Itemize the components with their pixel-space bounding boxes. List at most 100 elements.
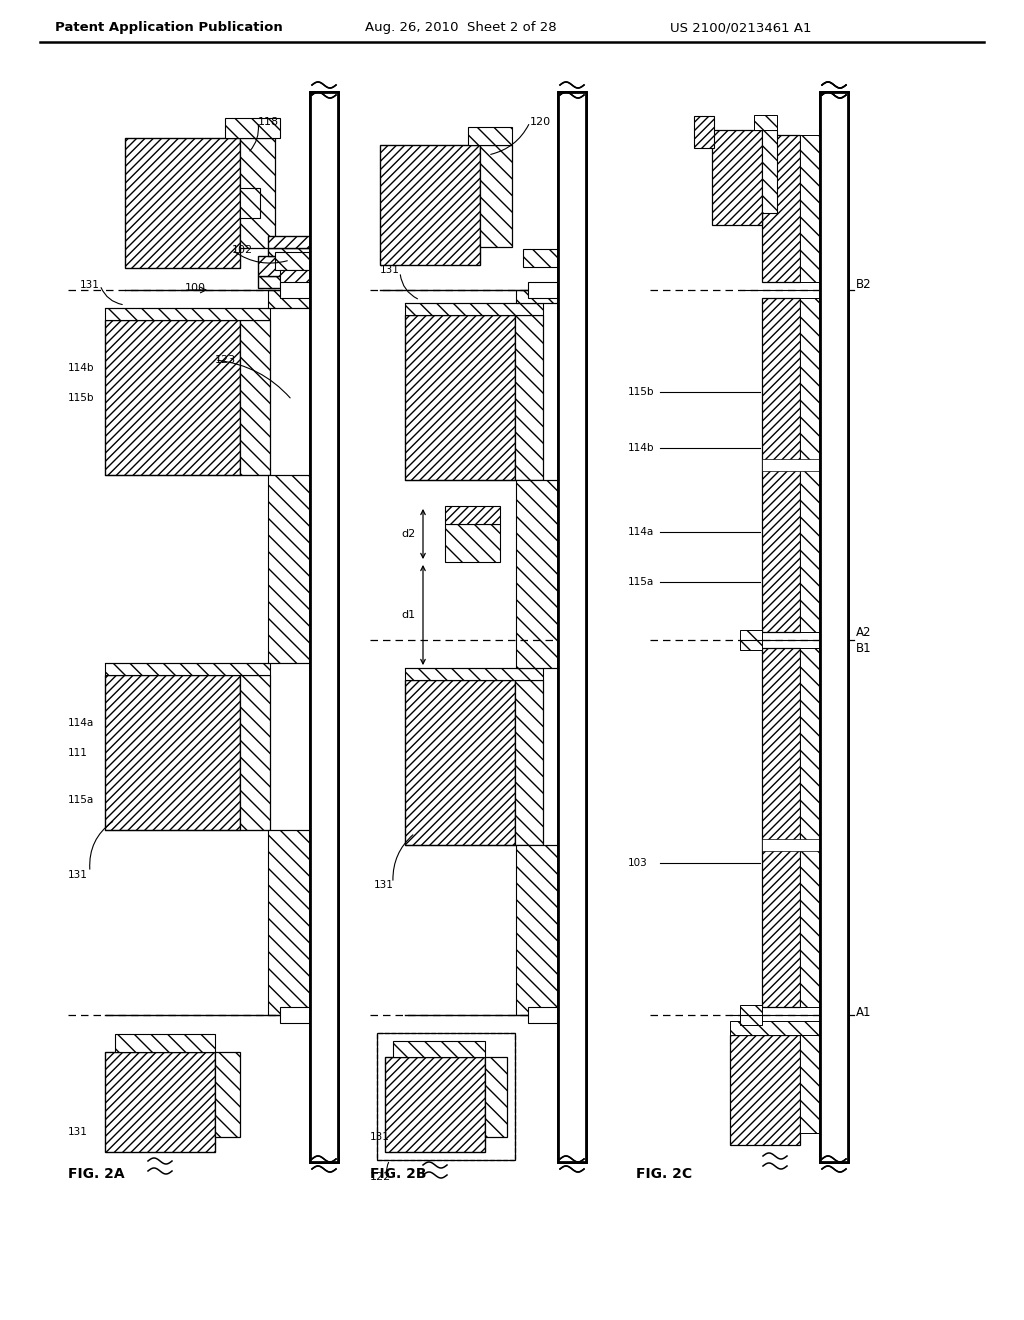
Bar [523, 249, 558, 267]
Bar [516, 290, 558, 304]
Text: 131: 131 [80, 280, 100, 290]
Bar [712, 129, 762, 224]
Bar [385, 1057, 485, 1152]
Bar [380, 145, 480, 265]
Bar [225, 117, 280, 139]
Bar [377, 1034, 515, 1160]
Text: 115b: 115b [628, 387, 654, 396]
Bar [240, 139, 275, 248]
Bar [377, 1034, 515, 1160]
Text: d2: d2 [401, 529, 416, 539]
Text: FIG. 2B: FIG. 2B [370, 1167, 427, 1181]
Bar [310, 92, 338, 1162]
Bar [445, 524, 500, 562]
Bar [406, 315, 515, 480]
Text: 114b: 114b [628, 444, 654, 453]
Text: 115b: 115b [68, 393, 94, 403]
Text: 131: 131 [380, 265, 400, 275]
Bar [280, 1007, 310, 1023]
Text: 115a: 115a [68, 795, 94, 805]
Text: 100: 100 [185, 282, 206, 293]
Bar [393, 1041, 485, 1057]
Bar [268, 290, 310, 308]
Bar [762, 459, 820, 471]
Text: A2: A2 [856, 626, 871, 639]
Bar [800, 298, 820, 632]
Bar [485, 1057, 507, 1137]
Text: Aug. 26, 2010  Sheet 2 of 28: Aug. 26, 2010 Sheet 2 of 28 [365, 21, 557, 34]
Text: 115a: 115a [628, 577, 654, 587]
Bar [515, 680, 543, 845]
Bar [800, 1035, 820, 1133]
Bar [820, 92, 848, 1162]
Bar [105, 675, 240, 830]
Text: 114a: 114a [68, 718, 94, 729]
Text: Patent Application Publication: Patent Application Publication [55, 21, 283, 34]
Bar [754, 115, 777, 129]
Bar [406, 668, 543, 680]
Bar [800, 648, 820, 1007]
Bar [528, 282, 558, 298]
Bar [730, 1035, 800, 1144]
Bar [258, 276, 310, 288]
Text: 131: 131 [370, 1133, 390, 1142]
Bar [310, 92, 338, 1162]
Text: 102: 102 [232, 246, 253, 255]
Bar [445, 506, 500, 524]
Bar [762, 648, 800, 1007]
Bar [105, 308, 270, 319]
Text: d1: d1 [401, 610, 415, 620]
Text: US 2100/0213461 A1: US 2100/0213461 A1 [670, 21, 811, 34]
Bar [820, 92, 848, 1162]
Bar [280, 282, 310, 298]
Bar [515, 315, 543, 480]
Text: 103: 103 [628, 858, 648, 869]
Bar [730, 1020, 820, 1035]
Text: 123: 123 [215, 355, 237, 366]
Bar [406, 680, 515, 845]
Bar [516, 480, 558, 668]
Bar [105, 1052, 215, 1152]
Bar [268, 248, 310, 256]
Text: B2: B2 [856, 279, 871, 292]
Bar [762, 135, 800, 282]
Text: A1: A1 [856, 1006, 871, 1019]
Bar [762, 298, 800, 632]
Bar [268, 830, 310, 1015]
Bar [694, 116, 714, 148]
Text: 131: 131 [374, 880, 394, 890]
Bar [268, 236, 310, 248]
Text: 131: 131 [68, 1127, 88, 1137]
Text: 111: 111 [68, 748, 88, 758]
Text: 120: 120 [530, 117, 551, 127]
Bar [125, 139, 240, 268]
Bar [558, 92, 586, 1162]
Bar [740, 630, 762, 649]
Text: 114a: 114a [628, 527, 654, 537]
Bar [115, 1034, 215, 1052]
Bar [268, 475, 310, 663]
Text: 114b: 114b [68, 363, 94, 374]
Bar [258, 256, 310, 276]
Bar [558, 92, 586, 1162]
Bar [516, 845, 558, 1015]
Text: 131: 131 [68, 870, 88, 880]
Bar [240, 319, 270, 475]
Bar [468, 127, 512, 145]
Bar [762, 129, 777, 213]
Text: 122: 122 [370, 1172, 391, 1181]
Bar [480, 145, 512, 247]
Bar [740, 1005, 762, 1026]
Bar [762, 840, 820, 851]
Text: FIG. 2A: FIG. 2A [68, 1167, 125, 1181]
Bar [280, 271, 310, 286]
Bar [240, 187, 260, 218]
Text: 118: 118 [258, 117, 280, 127]
Bar [240, 675, 270, 830]
Bar [275, 252, 310, 271]
Bar [215, 1052, 240, 1137]
Bar [800, 135, 820, 282]
Bar [105, 663, 270, 675]
Bar [105, 319, 240, 475]
Text: B1: B1 [856, 642, 871, 655]
